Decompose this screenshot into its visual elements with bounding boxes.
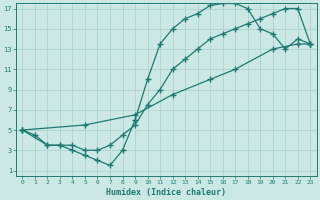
X-axis label: Humidex (Indice chaleur): Humidex (Indice chaleur) <box>106 188 226 197</box>
